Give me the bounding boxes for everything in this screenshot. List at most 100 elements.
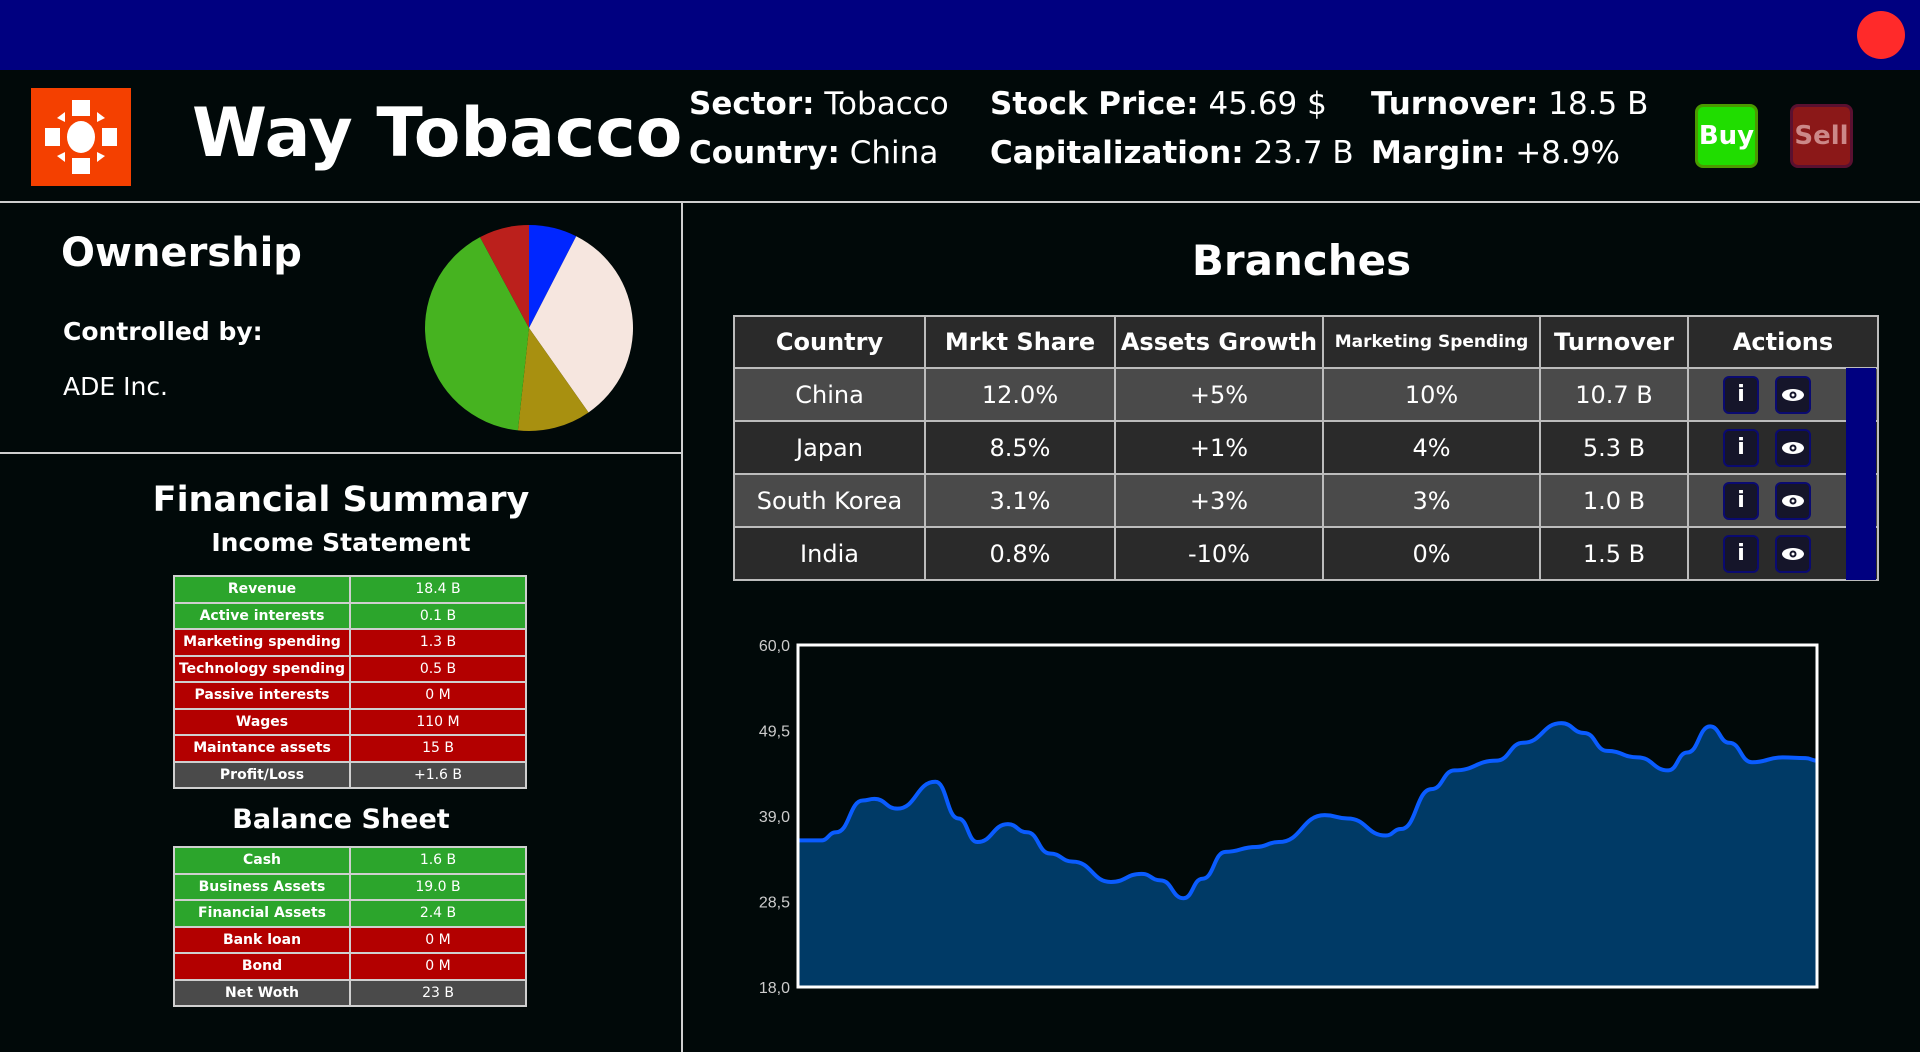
- cell: +3%: [1114, 473, 1324, 528]
- table-scrollbar[interactable]: [1846, 368, 1876, 580]
- row-value: 0.1 B: [349, 601, 527, 630]
- table-row: Net Woth 23 B: [173, 978, 527, 1007]
- row-value: 19.0 B: [349, 872, 527, 901]
- cell: South Korea: [733, 473, 926, 528]
- controlled-by-label: Controlled by:: [63, 317, 263, 346]
- cell: 1.0 B: [1539, 473, 1689, 528]
- buy-button[interactable]: Buy: [1695, 104, 1758, 168]
- stat-label: Margin:: [1371, 135, 1506, 171]
- row-value: 2.4 B: [349, 899, 527, 928]
- ownership-title: Ownership: [61, 230, 302, 276]
- row-value: 0.5 B: [349, 654, 527, 683]
- cell: 0%: [1322, 526, 1541, 581]
- eye-icon[interactable]: [1775, 481, 1811, 520]
- balance-sheet-table: Cash 1.6 B Business Assets 19.0 B Financial …: [173, 846, 527, 1007]
- pie-slice: [425, 237, 529, 431]
- cell: 1.5 B: [1539, 526, 1689, 581]
- stat-turnover: Turnover: 18.5 B: [1371, 86, 1648, 122]
- table-row: India 0.8% -10% 0% 1.5 B i: [733, 526, 1879, 581]
- stat-label: Stock Price:: [990, 86, 1199, 122]
- table-row: Profit/Loss +1.6 B: [173, 760, 527, 789]
- plot-frame: [796, 643, 1819, 989]
- cell: -10%: [1114, 526, 1324, 581]
- stat-label: Country:: [689, 135, 840, 171]
- table-row: Cash 1.6 B: [173, 846, 527, 875]
- row-value: 0 M: [349, 681, 527, 710]
- stat-country: Country: China: [689, 135, 938, 171]
- cell: 3.1%: [924, 473, 1116, 528]
- row-label: Marketing spending: [173, 628, 351, 657]
- column-header: Country: [733, 315, 926, 369]
- cell: 12.0%: [924, 367, 1116, 422]
- table-row: Marketing spending 1.3 B: [173, 628, 527, 657]
- gear-sun-icon: [45, 100, 117, 174]
- row-label: Passive interests: [173, 681, 351, 710]
- row-label: Bond: [173, 952, 351, 981]
- income-statement-table: Revenue 18.4 B Active interests 0.1 B Market…: [173, 575, 527, 789]
- cell: 4%: [1322, 420, 1541, 475]
- row-label: Cash: [173, 846, 351, 875]
- ownership-pie-chart: [425, 225, 633, 431]
- stat-stock-price: Stock Price: 45.69 $: [990, 86, 1327, 122]
- eye-icon[interactable]: [1775, 375, 1811, 414]
- stat-value: 18.5 B: [1548, 86, 1649, 122]
- row-value: +1.6 B: [349, 760, 527, 789]
- table-row: Financial Assets 2.4 B: [173, 899, 527, 928]
- row-value: 1.6 B: [349, 846, 527, 875]
- row-label: Business Assets: [173, 872, 351, 901]
- close-button[interactable]: [1857, 11, 1905, 59]
- column-header: Assets Growth: [1114, 315, 1324, 369]
- row-value: 23 B: [349, 978, 527, 1007]
- cell: 10.7 B: [1539, 367, 1689, 422]
- column-header: Marketing Spending: [1322, 315, 1541, 369]
- stat-margin: Margin: +8.9%: [1371, 135, 1620, 171]
- eye-icon[interactable]: [1775, 534, 1811, 573]
- income-statement-title: Income Statement: [211, 528, 471, 557]
- stat-value: Tobacco: [824, 86, 949, 122]
- stat-value: 45.69 $: [1208, 86, 1327, 122]
- info-icon[interactable]: i: [1723, 481, 1759, 520]
- row-label: Revenue: [173, 575, 351, 604]
- table-row: South Korea 3.1% +3% 3% 1.0 B i: [733, 473, 1879, 528]
- company-name: Way Tobacco: [192, 94, 683, 173]
- y-tick-label: 28,5: [759, 895, 790, 912]
- table-row: Maintance assets 15 B: [173, 734, 527, 763]
- y-tick-label: 39,0: [759, 809, 790, 826]
- y-tick-label: 49,5: [759, 724, 790, 741]
- stat-label: Capitalization:: [990, 135, 1244, 171]
- pie-slice: [529, 225, 577, 328]
- cell: China: [733, 367, 926, 422]
- table-row: Bond 0 M: [173, 952, 527, 981]
- row-value: 1.3 B: [349, 628, 527, 657]
- row-label: Net Woth: [173, 978, 351, 1007]
- table-row: Technology spending 0.5 B: [173, 654, 527, 683]
- info-icon[interactable]: i: [1723, 375, 1759, 414]
- table-row: Business Assets 19.0 B: [173, 872, 527, 901]
- column-header: Mrkt Share: [924, 315, 1116, 369]
- stat-value: 23.7 B: [1253, 135, 1354, 171]
- price-line: [798, 721, 1818, 901]
- cell: 10%: [1322, 367, 1541, 422]
- cell: 3%: [1322, 473, 1541, 528]
- company-header: [0, 70, 1920, 203]
- pie-slice: [529, 236, 633, 413]
- info-icon[interactable]: i: [1723, 428, 1759, 467]
- stat-sector: Sector: Tobacco: [689, 86, 949, 122]
- row-label: Active interests: [173, 601, 351, 630]
- row-label: Profit/Loss: [173, 760, 351, 789]
- stat-value: China: [849, 135, 939, 171]
- y-tick-label: 18,0: [759, 980, 790, 997]
- branches-title: Branches: [1191, 236, 1412, 285]
- info-icon[interactable]: i: [1723, 534, 1759, 573]
- y-tick-label: 60,0: [759, 638, 790, 655]
- row-label: Technology spending: [173, 654, 351, 683]
- row-label: Maintance assets: [173, 734, 351, 763]
- cell: 5.3 B: [1539, 420, 1689, 475]
- panel-divider: [681, 203, 683, 1052]
- eye-icon[interactable]: [1775, 428, 1811, 467]
- column-header: Actions: [1687, 315, 1879, 369]
- stock-price-chart: 60,0 49,5 39,0 28,5 18,0: [759, 638, 1819, 997]
- column-header: Turnover: [1539, 315, 1689, 369]
- sell-button[interactable]: Sell: [1790, 104, 1853, 168]
- pie-slice: [517, 328, 589, 431]
